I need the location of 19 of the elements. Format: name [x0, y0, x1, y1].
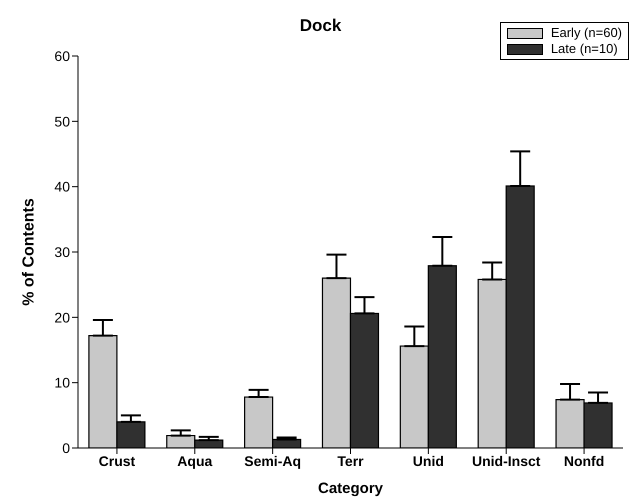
chart-title: Dock	[300, 16, 342, 35]
x-tick-label: Semi-Aq	[244, 452, 302, 469]
x-tick-label: Crust	[98, 452, 136, 469]
y-tick-label: 30	[54, 244, 70, 260]
y-axis-title: % of Contents	[20, 198, 38, 306]
x-tick-label: Aqua	[177, 452, 212, 469]
legend-label: Late (n=10)	[550, 41, 618, 57]
y-tick-label: 60	[54, 48, 70, 64]
y-tick-label: 20	[54, 309, 70, 326]
legend-label: Early (n=60)	[550, 25, 622, 41]
x-tick-label: Terr	[337, 452, 364, 469]
x-axis-title: Category	[318, 480, 384, 497]
y-tick-label: 40	[54, 178, 70, 195]
y-tick-label: 10	[54, 374, 70, 391]
x-tick-label: Unid-Insct	[472, 452, 541, 469]
x-tick-label: Nonfd	[564, 452, 604, 469]
y-tick-label: 50	[54, 113, 70, 130]
x-tick-label: Unid	[412, 452, 444, 469]
y-tick-label: 0	[62, 440, 70, 456]
